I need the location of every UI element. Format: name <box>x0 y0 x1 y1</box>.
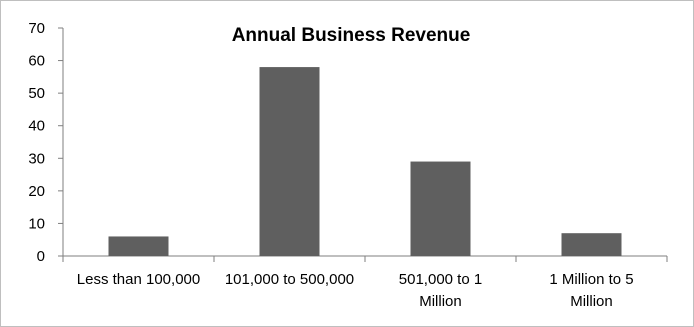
x-category-label: Million <box>419 293 462 310</box>
x-category-label: 101,000 to 500,000 <box>225 271 354 288</box>
plot-area: 0 10 20 30 40 50 60 70 Less than 100,000 101,000 … <box>28 20 668 310</box>
y-tick-label: 0 <box>37 248 45 265</box>
bar-3 <box>410 161 471 256</box>
y-tick-label: 50 <box>28 85 45 102</box>
bar-1 <box>108 236 169 256</box>
x-category-label: Million <box>570 293 613 310</box>
y-tick-label: 60 <box>28 53 45 70</box>
y-tick-label: 20 <box>28 183 45 200</box>
y-tick-label: 40 <box>28 118 45 135</box>
y-tick-label: 10 <box>28 215 45 232</box>
y-tick-label: 70 <box>28 20 45 37</box>
x-category-label: 501,000 to 1 <box>399 271 482 288</box>
bar-2 <box>259 67 320 256</box>
bar-4 <box>561 233 622 256</box>
x-category-label: Less than 100,000 <box>77 271 200 288</box>
x-category-label: 1 Million to 5 <box>549 271 633 288</box>
chart-title: Annual Business Revenue <box>232 25 471 46</box>
y-tick-label: 30 <box>28 150 45 167</box>
